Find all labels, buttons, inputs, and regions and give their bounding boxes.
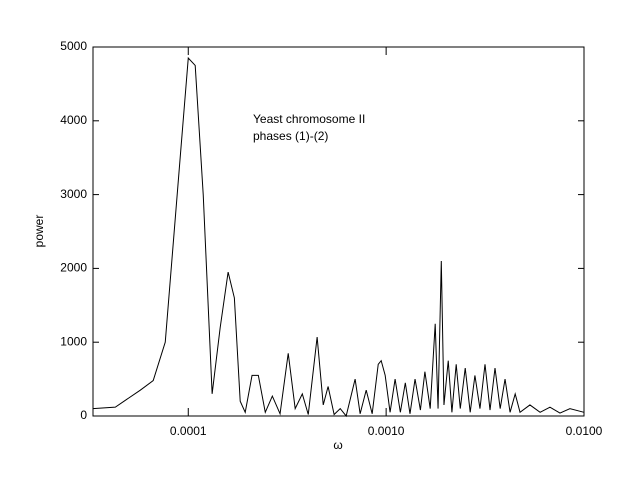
annotation: phases (1)-(2) (253, 129, 328, 143)
x-tick-label: 0.0100 (566, 424, 603, 438)
annotation: Yeast chromosome II (253, 112, 365, 126)
y-tick-label: 5000 (60, 39, 87, 53)
x-tick-label: 0.0001 (170, 424, 207, 438)
y-axis-label: power (32, 215, 46, 248)
y-tick-label: 0 (80, 408, 87, 422)
x-axis-label: ω (333, 438, 342, 452)
y-tick-label: 3000 (60, 187, 87, 201)
data-line (92, 56, 585, 418)
x-tick-label: 0.0010 (368, 424, 405, 438)
plot-frame (92, 46, 585, 417)
y-tick-label: 2000 (60, 261, 87, 275)
y-tick-label: 1000 (60, 334, 87, 348)
y-tick-label: 4000 (60, 113, 87, 127)
